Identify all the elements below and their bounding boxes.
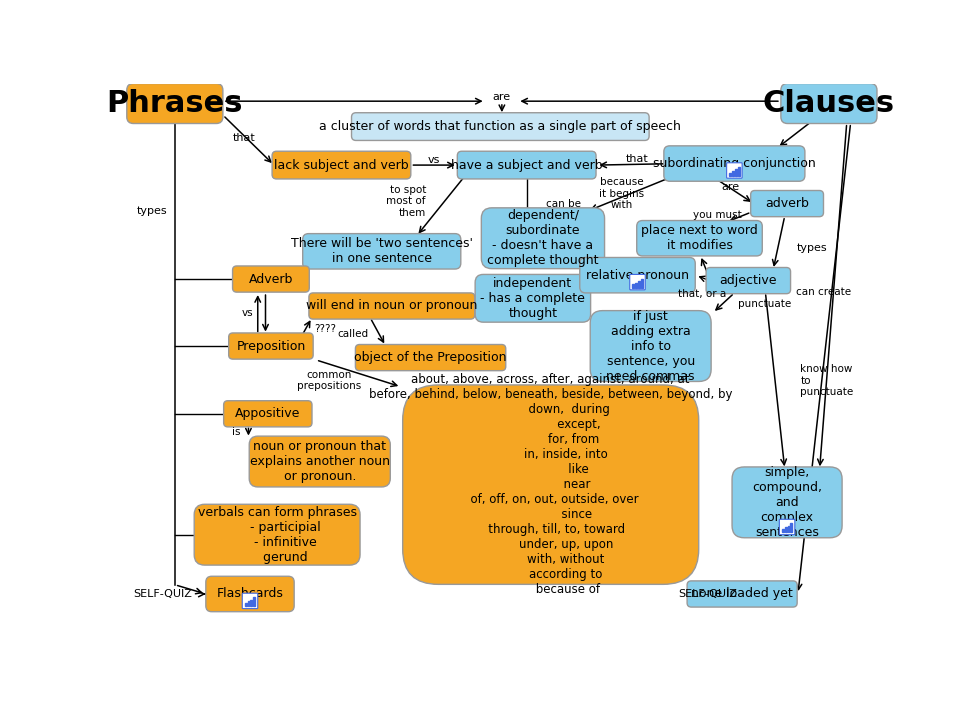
- Text: about, above, across, after, against, around, at
before, behind, below, beneath,: about, above, across, after, against, ar…: [369, 373, 733, 596]
- FancyBboxPatch shape: [706, 267, 790, 293]
- Text: noun or pronoun that
explains another noun
or pronoun.: noun or pronoun that explains another no…: [250, 440, 390, 483]
- Text: are: are: [492, 91, 511, 102]
- Text: can be: can be: [546, 199, 581, 208]
- FancyBboxPatch shape: [272, 151, 410, 179]
- Text: Appositive: Appositive: [235, 407, 301, 420]
- FancyBboxPatch shape: [224, 401, 312, 427]
- Text: you must: you must: [694, 210, 743, 220]
- Text: vs: vs: [242, 308, 253, 318]
- Bar: [782, 529, 784, 532]
- Bar: [250, 600, 252, 607]
- Text: if just
adding extra
info to
sentence, you
need commas: if just adding extra info to sentence, y…: [607, 310, 695, 383]
- Text: ????: ????: [315, 324, 336, 334]
- Text: relative pronoun: relative pronoun: [586, 269, 689, 282]
- FancyBboxPatch shape: [127, 84, 223, 124]
- Text: that: that: [234, 133, 256, 143]
- Bar: [638, 281, 640, 288]
- Text: SELF-QUIZ: SELF-QUIZ: [133, 589, 191, 599]
- FancyBboxPatch shape: [303, 234, 461, 269]
- Text: vs: vs: [428, 154, 440, 165]
- FancyBboxPatch shape: [630, 274, 645, 290]
- Text: that, or a: that, or a: [678, 289, 726, 298]
- Bar: [641, 279, 643, 288]
- Bar: [635, 283, 637, 288]
- Text: called: called: [337, 329, 368, 340]
- Text: types: types: [796, 244, 827, 253]
- FancyBboxPatch shape: [637, 220, 762, 256]
- FancyBboxPatch shape: [780, 519, 795, 535]
- Bar: [735, 169, 737, 176]
- Text: know how
to
punctuate: know how to punctuate: [800, 364, 854, 397]
- Text: will end in noun or pronoun: will end in noun or pronoun: [306, 300, 478, 312]
- Bar: [785, 527, 786, 532]
- Text: to spot
most of
them: to spot most of them: [387, 185, 426, 218]
- Text: have a subject and verb: have a subject and verb: [450, 159, 603, 171]
- FancyBboxPatch shape: [229, 333, 314, 359]
- FancyBboxPatch shape: [579, 258, 696, 293]
- Text: Preposition: Preposition: [236, 340, 306, 352]
- Text: adjective: adjective: [720, 274, 777, 287]
- Text: place next to word
it modifies: place next to word it modifies: [641, 224, 758, 252]
- FancyBboxPatch shape: [352, 113, 649, 140]
- Text: can create: can create: [795, 287, 851, 297]
- Text: adverb: adverb: [765, 197, 809, 210]
- Bar: [732, 171, 734, 176]
- Text: object of the Preposition: object of the Preposition: [355, 351, 507, 364]
- FancyBboxPatch shape: [249, 436, 390, 487]
- FancyBboxPatch shape: [732, 467, 842, 538]
- FancyBboxPatch shape: [750, 190, 824, 217]
- FancyBboxPatch shape: [727, 163, 743, 178]
- FancyBboxPatch shape: [242, 593, 258, 609]
- Text: Flashcards: Flashcards: [217, 588, 283, 600]
- Text: that: that: [626, 154, 649, 164]
- FancyBboxPatch shape: [475, 274, 591, 322]
- Bar: [790, 524, 792, 532]
- Text: is: is: [233, 428, 240, 437]
- Text: simple,
compound,
and
complex
sentences: simple, compound, and complex sentences: [752, 466, 822, 539]
- FancyBboxPatch shape: [663, 146, 805, 181]
- FancyBboxPatch shape: [233, 266, 310, 292]
- FancyBboxPatch shape: [457, 151, 596, 179]
- Text: lack subject and verb: lack subject and verb: [275, 159, 408, 171]
- Bar: [247, 602, 249, 607]
- FancyBboxPatch shape: [781, 84, 877, 124]
- Text: verbals can form phrases
    - participial
    - infinitive
    gerund: verbals can form phrases - participial -…: [197, 505, 357, 564]
- Text: none loaded yet: none loaded yet: [692, 588, 793, 600]
- FancyBboxPatch shape: [687, 581, 797, 607]
- Text: There will be 'two sentences'
in one sentence: There will be 'two sentences' in one sen…: [291, 237, 473, 265]
- FancyBboxPatch shape: [309, 293, 475, 319]
- Text: independent
- has a complete
thought: independent - has a complete thought: [481, 277, 585, 320]
- Text: Adverb: Adverb: [249, 272, 293, 286]
- FancyBboxPatch shape: [403, 385, 699, 584]
- Text: types: types: [136, 206, 167, 216]
- Text: common
prepositions: common prepositions: [297, 370, 361, 392]
- FancyBboxPatch shape: [590, 310, 711, 381]
- FancyBboxPatch shape: [482, 208, 605, 269]
- Text: punctuate: punctuate: [739, 298, 791, 309]
- Bar: [253, 597, 255, 607]
- FancyBboxPatch shape: [356, 345, 506, 371]
- Bar: [632, 284, 634, 288]
- Text: Clauses: Clauses: [763, 89, 895, 118]
- Text: are: are: [721, 182, 740, 192]
- FancyBboxPatch shape: [206, 576, 294, 611]
- Text: dependent/
subordinate
- doesn't have a
complete thought: dependent/ subordinate - doesn't have a …: [488, 209, 599, 267]
- Bar: [787, 526, 789, 532]
- Bar: [244, 603, 246, 607]
- FancyBboxPatch shape: [194, 504, 361, 565]
- Text: a cluster of words that function as a single part of speech: a cluster of words that function as a si…: [319, 120, 681, 133]
- Bar: [738, 167, 740, 176]
- Text: subordinating conjunction: subordinating conjunction: [653, 157, 816, 170]
- Text: Phrases: Phrases: [106, 89, 243, 118]
- Bar: [729, 173, 731, 176]
- Text: because
it begins
with: because it begins with: [600, 177, 645, 210]
- Text: SELF-QUIZ: SELF-QUIZ: [679, 589, 738, 599]
